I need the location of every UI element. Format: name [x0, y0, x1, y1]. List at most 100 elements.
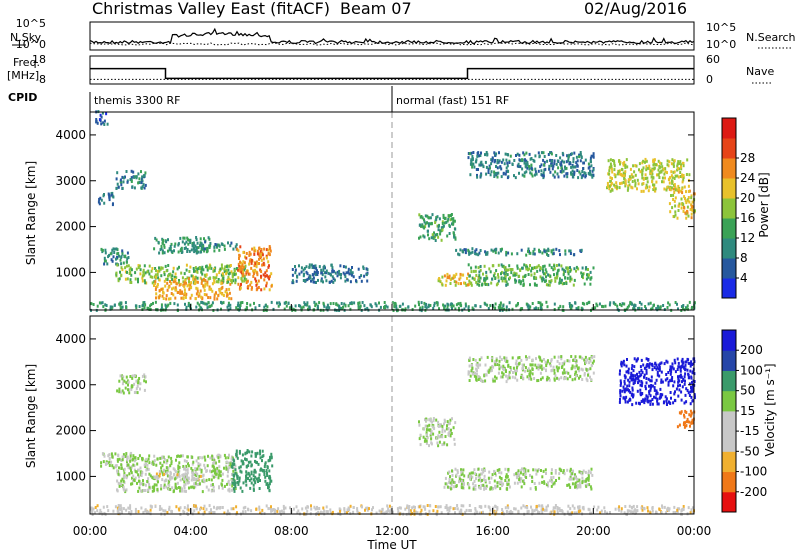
- velocity-cbar-swatch-4: [722, 410, 736, 432]
- cpid-mode-2: normal (fast) 151 RF: [396, 94, 509, 107]
- power-cluster-6: [191, 240, 238, 253]
- power-cluster-12: [437, 272, 480, 287]
- velocity-cbar-swatch-3: [722, 431, 736, 452]
- power-cluster-10: [291, 263, 369, 285]
- freq-unit-label: [MHz]: [7, 69, 39, 82]
- power-cbar-swatch-7: [722, 138, 736, 159]
- power-ytick-label-1: 2000: [55, 220, 86, 234]
- velocity-ytick-label-2: 3000: [55, 378, 86, 392]
- xtick-label-6: 00:00: [677, 524, 712, 538]
- power-cluster-15: [467, 151, 595, 180]
- nsearch-tick-top: 10^5: [706, 21, 736, 34]
- power-cbar-tick-label-6: 28: [740, 151, 755, 165]
- power-cbar-tick-label-2: 12: [740, 231, 755, 245]
- noise-series: [89, 27, 695, 46]
- power-cbar-frame: [721, 117, 737, 299]
- power-cluster-7: [236, 245, 273, 292]
- nsearch-tick-bottom: 10^0: [706, 38, 736, 51]
- power-cbar-swatch-4: [722, 198, 736, 219]
- velocity-cbar-tick-label-0: -200: [740, 485, 767, 499]
- power-cluster-9: [90, 300, 696, 313]
- power-y-axis: 1000 2000 3000 4000: [55, 128, 694, 279]
- power-colorbar: 4 8 12 16 20 24 28: [721, 117, 755, 299]
- cpid-mode-1: themis 3300 RF: [94, 94, 181, 107]
- velocity-colorbar-label: Velocity [m s⁻¹]: [763, 363, 777, 456]
- power-cluster-16: [606, 157, 691, 193]
- velocity-cluster-4: [231, 449, 274, 493]
- nave-tick-bottom: 0: [706, 73, 713, 86]
- velocity-cbar-tick-label-2: -50: [740, 444, 760, 458]
- power-cbar-swatch-5: [722, 178, 736, 199]
- xtick-label-1: 04:00: [173, 524, 208, 538]
- velocity-cbar-swatch-7: [722, 350, 736, 371]
- power-cbar-tick-label-1: 8: [740, 251, 748, 265]
- power-cbar-tick-label-0: 4: [740, 271, 748, 285]
- velocity-y-axis: 1000 2000 3000 4000: [55, 332, 694, 483]
- velocity-data: [90, 355, 696, 517]
- power-data: [90, 110, 696, 313]
- power-ylabel: Slant Range [km]: [24, 161, 38, 265]
- nsearch-label: N.Search: [746, 31, 796, 44]
- velocity-panel-bg: [90, 316, 694, 514]
- power-cluster-14: [467, 263, 595, 287]
- cpid-label: CPID: [8, 91, 37, 104]
- xtick-label-0: 00:00: [73, 524, 108, 538]
- power-cluster-4: [115, 263, 248, 285]
- power-cbar-swatch-0: [722, 278, 736, 299]
- power-cluster-11: [418, 213, 457, 242]
- velocity-cbar-tick-label-7: 200: [740, 343, 763, 357]
- power-panel-bg: [90, 112, 694, 310]
- velocity-ytick-label-3: 4000: [55, 332, 86, 346]
- nsky-tick-bottom: 10^0: [16, 38, 46, 51]
- nsearch-line: [89, 42, 695, 46]
- freq-label: Freq.: [13, 56, 40, 69]
- velocity-ylabel: Slant Range [km]: [24, 364, 38, 468]
- power-cbar-tick-label-3: 16: [740, 211, 755, 225]
- power-cluster-3: [100, 247, 130, 267]
- power-ytick-label-0: 1000: [55, 265, 86, 279]
- power-cluster-17: [668, 185, 696, 220]
- nsky-line: [89, 27, 695, 45]
- nsky-tick-top: 10^5: [16, 17, 46, 30]
- power-cluster-0: [95, 110, 109, 126]
- velocity-cluster-0: [116, 373, 147, 395]
- velocity-cbar-swatch-5: [722, 390, 736, 412]
- beam-label: Beam 07: [340, 0, 412, 18]
- velocity-cbar-tick-label-3: -15: [740, 424, 760, 438]
- noise-strip-frame: [89, 21, 695, 51]
- velocity-cluster-7: [443, 467, 594, 491]
- power-cluster-2: [97, 191, 115, 207]
- nave-label: Nave: [746, 65, 774, 78]
- velocity-cluster-3: [153, 469, 205, 482]
- velocity-cluster-8: [467, 355, 596, 384]
- velocity-cbar-tick-label-1: -100: [740, 465, 767, 479]
- xtick-label-4: 16:00: [475, 524, 510, 538]
- velocity-cbar-tick-label-6: 100: [740, 363, 763, 377]
- power-cluster-13: [455, 247, 583, 257]
- power-ytick-label-3: 4000: [55, 128, 86, 142]
- velocity-cbar-tick-label-4: 15: [740, 404, 755, 418]
- power-cbar-tick-label-5: 24: [740, 171, 755, 185]
- velocity-cluster-6: [418, 417, 457, 448]
- velocity-cbar-swatch-0: [722, 491, 736, 513]
- power-colorbar-label: Power [dB]: [757, 172, 771, 237]
- xtick-label-5: 20:00: [576, 524, 611, 538]
- velocity-cluster-1: [100, 451, 133, 470]
- velocity-ytick-label-1: 2000: [55, 424, 86, 438]
- power-cbar-tick-label-4: 20: [740, 191, 755, 205]
- xlabel: Time UT: [366, 538, 417, 552]
- velocity-ytick-label-0: 1000: [55, 469, 86, 483]
- power-cbar-swatch-1: [722, 258, 736, 279]
- velocity-cbar-swatch-2: [722, 451, 736, 473]
- freq-tick-bottom: 8: [39, 73, 46, 86]
- velocity-cbar-frame: [721, 329, 737, 513]
- time-x-axis: 00:00 04:00 08:00 12:00 16:00 20:00 00:00: [73, 304, 712, 538]
- power-cluster-1: [115, 169, 147, 190]
- power-cbar-swatch-6: [722, 158, 736, 179]
- freq-series: [90, 67, 694, 80]
- nsky-label: N.Sky: [10, 31, 42, 44]
- freq-strip-frame: [89, 55, 695, 85]
- power-ytick-label-2: 3000: [55, 174, 86, 188]
- velocity-cbar-swatch-8: [722, 330, 736, 351]
